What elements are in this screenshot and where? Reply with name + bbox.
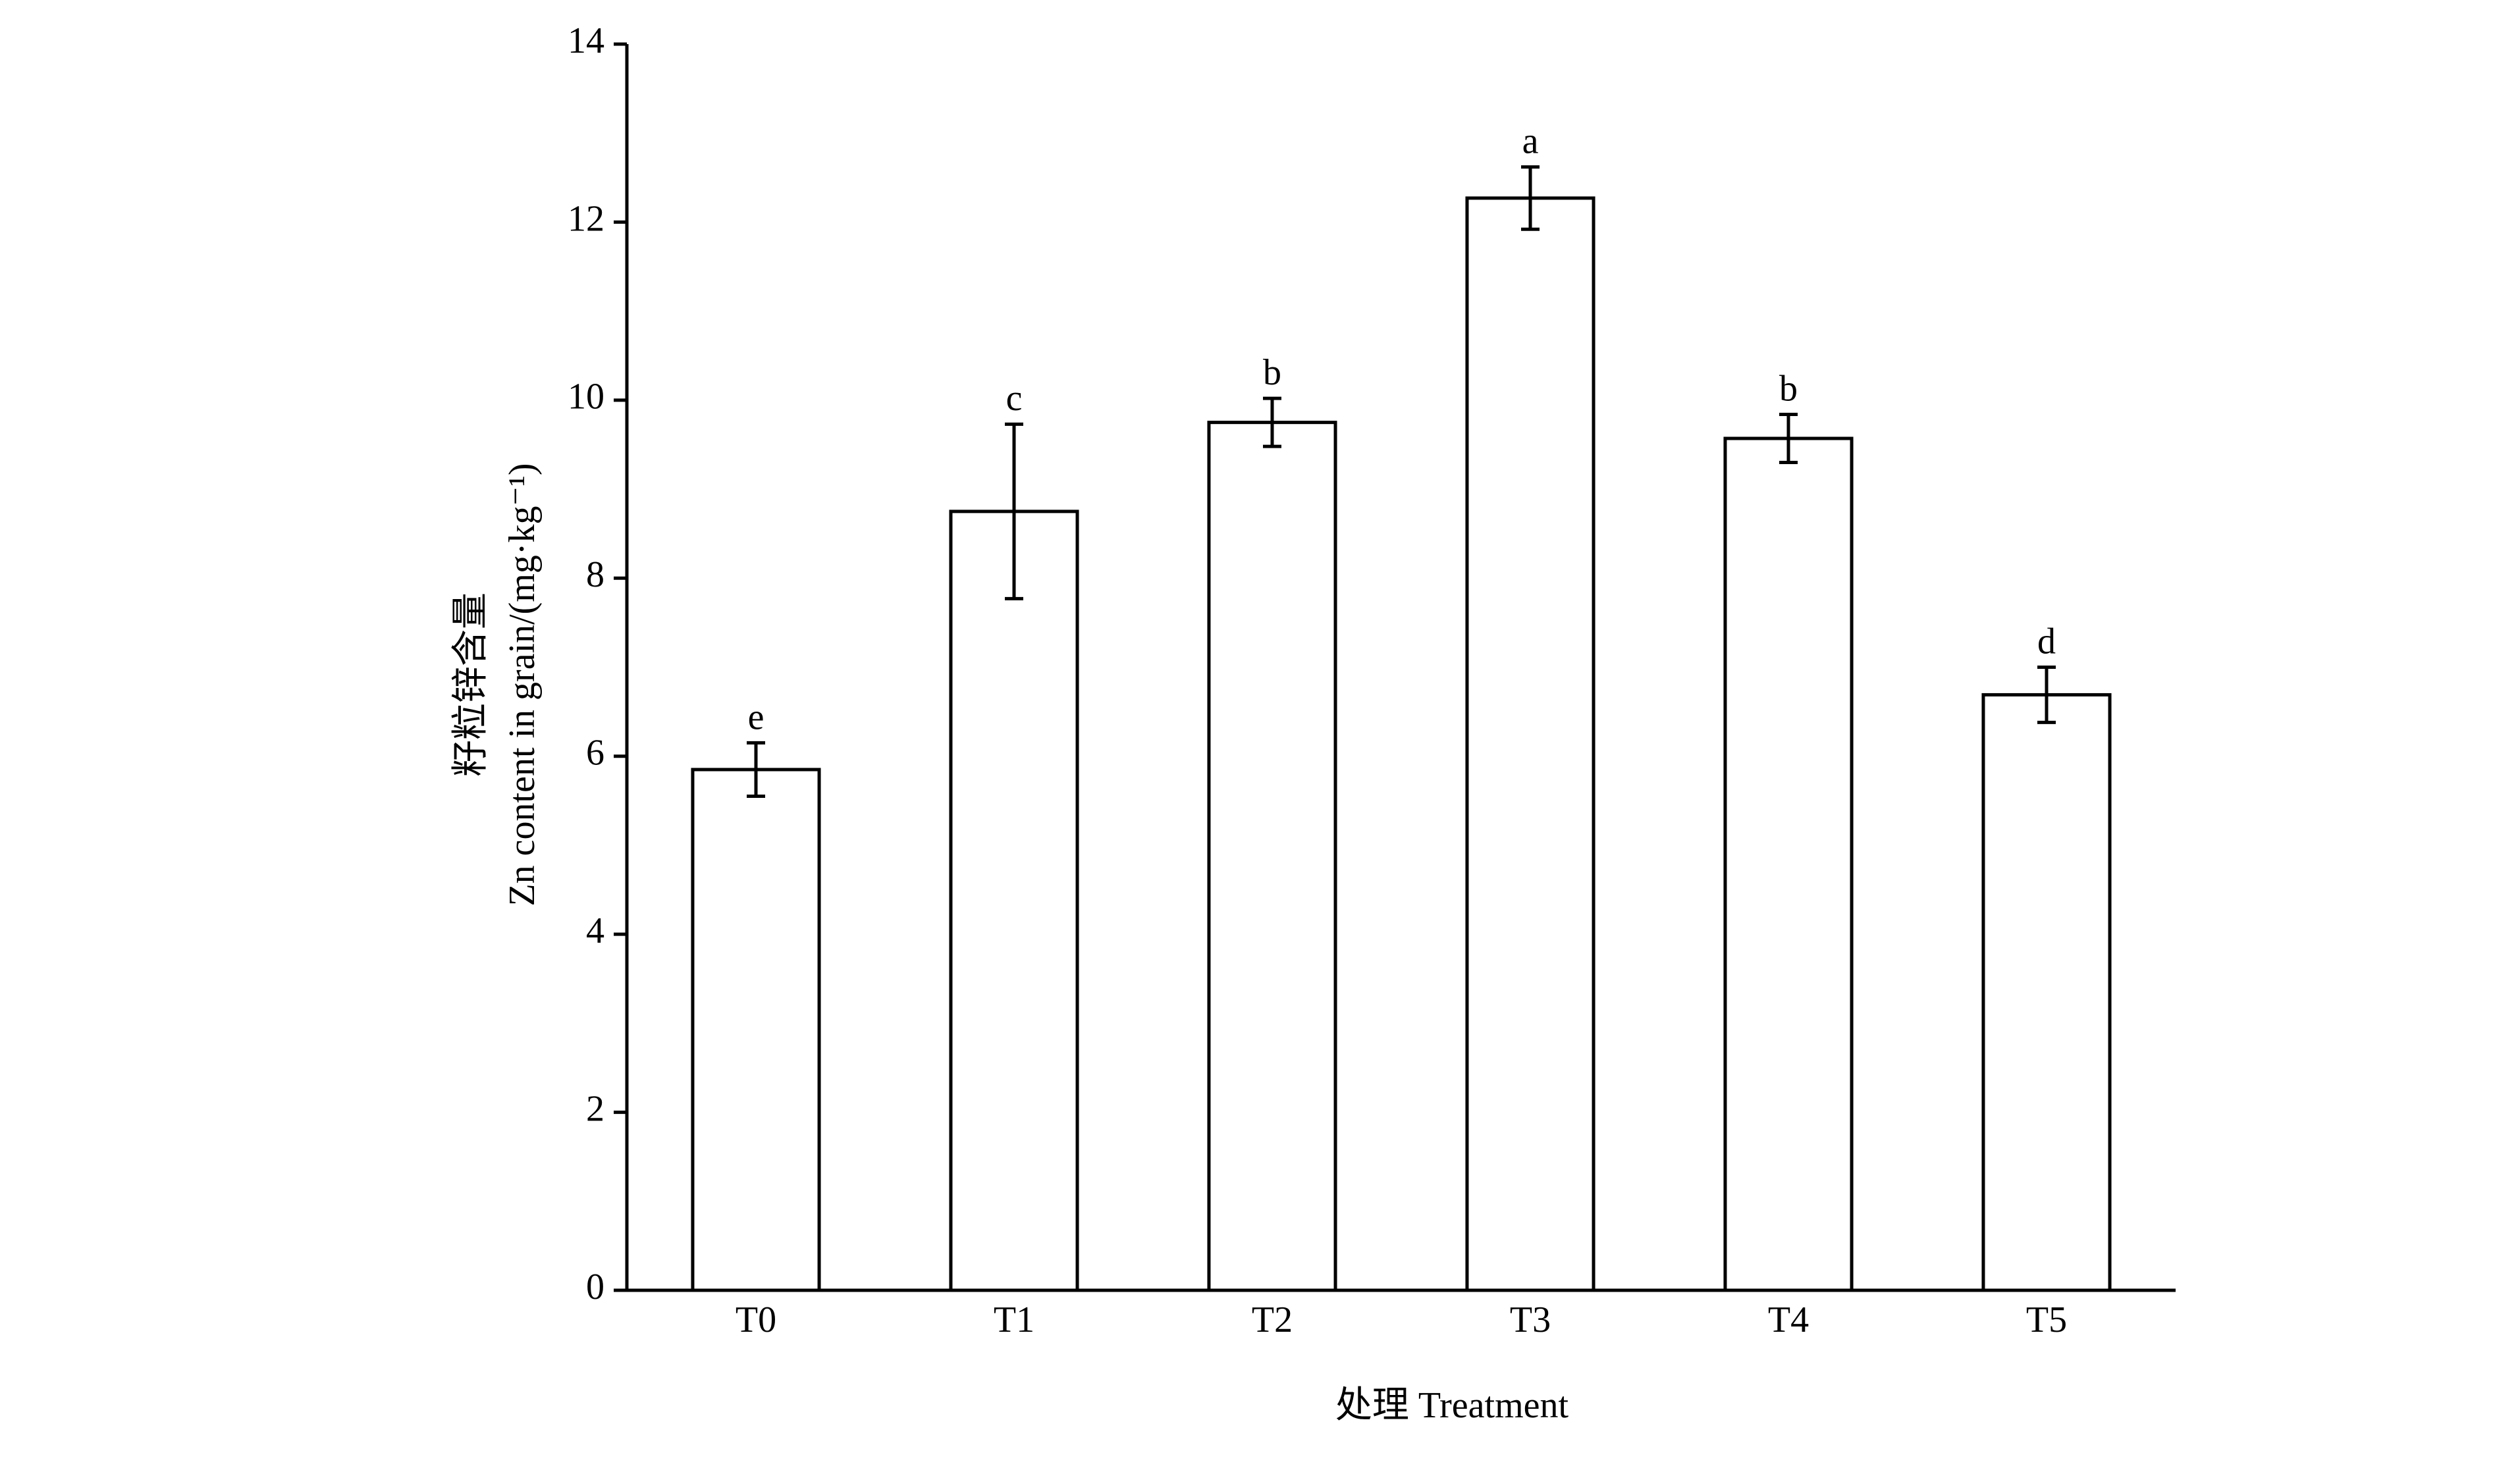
x-tick-label: T0 [736,1299,776,1340]
bar [1981,693,2112,1292]
significance-letter: c [1006,378,1023,419]
significance-letter: b [1779,368,1798,409]
x-tick-label: T5 [2026,1299,2067,1340]
error-bar [2037,666,2056,724]
error-bar [1005,422,1023,600]
bar [1465,196,1595,1292]
y-tick-label: 10 [568,377,604,417]
y-axis-title: 籽粒锌含量 Zn content in grain/(mg·kg⁻¹) [450,463,543,906]
bar [1207,421,1337,1292]
significance-letter: d [2037,621,2056,662]
error-bar [1263,396,1281,448]
error-bar [747,741,765,799]
bar [691,768,821,1292]
x-tick-label: T4 [1768,1299,1809,1340]
significance-letter: a [1522,120,1539,161]
y-tick-label: 4 [586,910,604,951]
y-tick-label: 14 [568,20,604,61]
y-tick-label: 0 [586,1267,604,1307]
error-bar [1521,165,1540,231]
x-tick-label: T3 [1510,1299,1551,1340]
y-tick-label: 6 [586,733,604,774]
y-axis-title-line: Zn content in grain/(mg·kg⁻¹) [502,463,543,906]
significance-letter: b [1263,352,1281,393]
y-tick-label: 8 [586,554,604,595]
y-tick-label: 12 [568,198,604,239]
bar [1723,436,1854,1292]
x-axis-title: 处理 Treatment [1335,1385,1569,1426]
x-tick-label: T1 [994,1299,1034,1340]
error-bar [1779,412,1798,465]
y-tick-label: 2 [586,1088,604,1129]
bar [949,510,1079,1292]
y-axis-title-line: 籽粒锌含量 [450,592,491,777]
significance-letter: e [748,696,764,737]
x-tick-label: T2 [1252,1299,1293,1340]
